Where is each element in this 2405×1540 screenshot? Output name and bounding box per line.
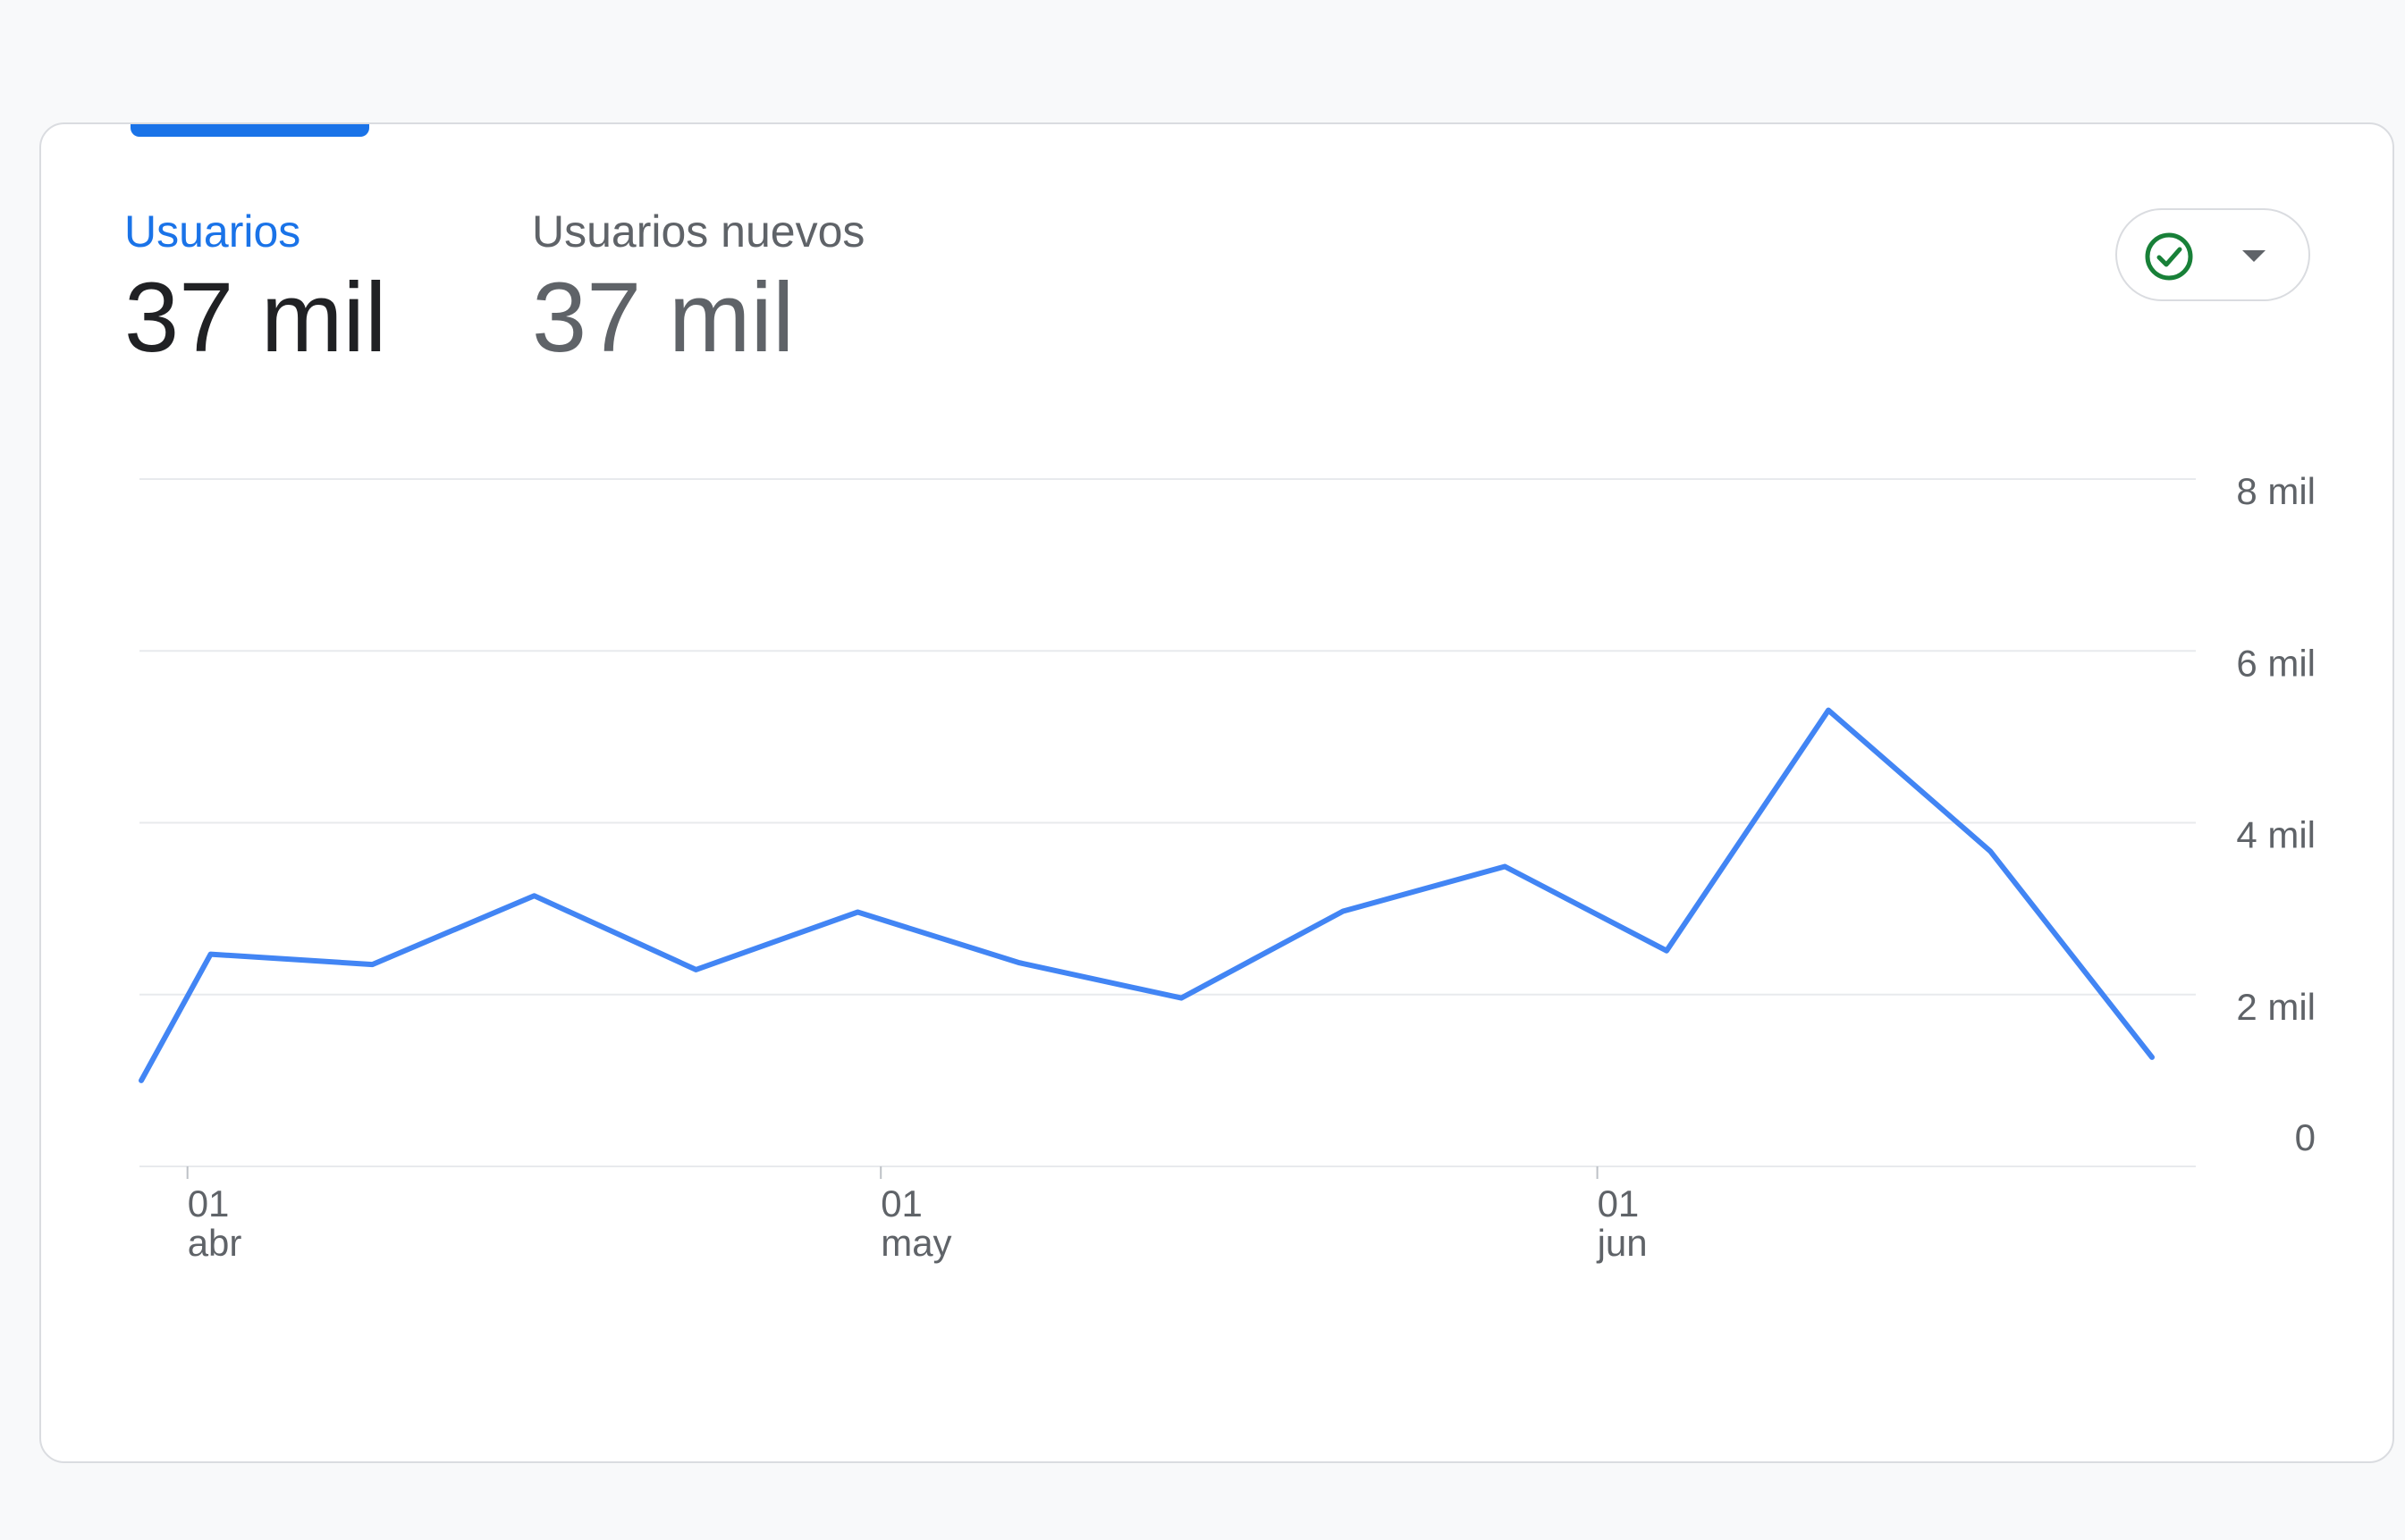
users-label: Usuarios	[124, 206, 301, 257]
tab-users[interactable]: Usuarios 37 mil	[124, 205, 386, 376]
users-value: 37 mil	[124, 263, 387, 373]
x-tick-month-label: abr	[188, 1222, 242, 1264]
y-axis-ticks: 0 2 mil 4 mil 6 mil 8 mil	[2236, 470, 2316, 1158]
grid-lines	[139, 478, 2196, 1167]
new-users-value: 37 mil	[532, 263, 795, 373]
active-tab-indicator	[131, 124, 369, 137]
y-tick-label: 2 mil	[2236, 986, 2316, 1028]
x-tick-month-label: jun	[1596, 1222, 1648, 1264]
x-tick-day-label: 01	[188, 1182, 230, 1224]
x-tick-day-label: 01	[1598, 1182, 1640, 1224]
x-tick-month-label: may	[881, 1222, 951, 1264]
users-series-line	[139, 707, 2155, 1083]
caret-down-icon	[2242, 250, 2266, 262]
users-overview-card: Usuarios 37 mil Usuarios nuevos 37 mil 0…	[39, 122, 2394, 1463]
y-tick-label: 6 mil	[2236, 642, 2316, 684]
check-circle-icon	[2145, 232, 2193, 281]
y-tick-label: 4 mil	[2236, 814, 2316, 856]
y-tick-label: 8 mil	[2236, 470, 2316, 512]
x-tick-day-label: 01	[881, 1182, 923, 1224]
status-dropdown-button[interactable]	[2115, 208, 2310, 301]
tab-new-users[interactable]: Usuarios nuevos 37 mil	[532, 205, 865, 376]
new-users-label: Usuarios nuevos	[532, 206, 865, 257]
y-tick-label: 0	[2295, 1116, 2316, 1158]
